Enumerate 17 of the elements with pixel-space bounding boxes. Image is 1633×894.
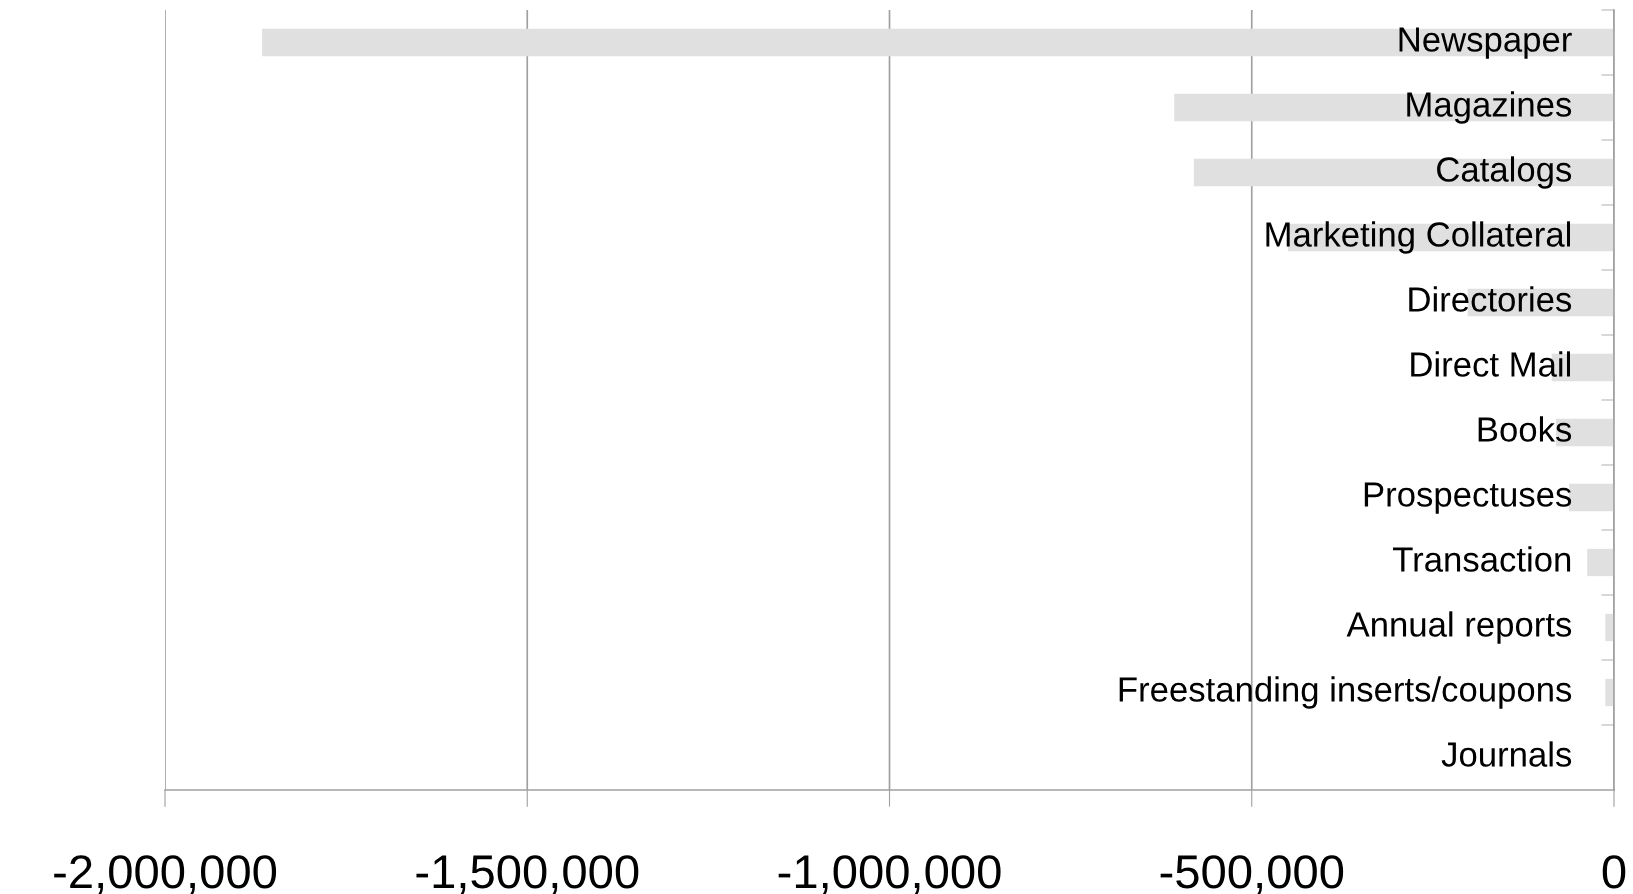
- x-tick-label: -1,000,000: [778, 855, 1001, 894]
- x-tick-label: -500,000: [1160, 855, 1344, 894]
- y-tick-label: Transaction: [1393, 546, 1571, 572]
- y-tick-label: Newspaper: [1399, 27, 1572, 59]
- y-tick-label: Direct Mail: [1411, 351, 1571, 377]
- y-tick-label: Books: [1478, 416, 1572, 442]
- y-tick-label: Freestanding inserts/coupons: [1119, 676, 1572, 709]
- x-tick-label: -2,000,000: [54, 855, 277, 894]
- x-tick-label: 0: [1602, 855, 1626, 889]
- y-tick-label: Annual reports: [1346, 611, 1572, 644]
- x-tick-label: -1,500,000: [416, 855, 639, 894]
- y-tick-label: Directories: [1409, 286, 1572, 312]
- y-tick-label: Catalogs: [1437, 156, 1572, 189]
- y-tick-label: Magazines: [1407, 91, 1572, 124]
- y-tick-label: Journals: [1441, 741, 1572, 767]
- y-tick-label: Prospectuses: [1364, 482, 1572, 514]
- y-tick-label: Marketing Collateral: [1266, 221, 1571, 254]
